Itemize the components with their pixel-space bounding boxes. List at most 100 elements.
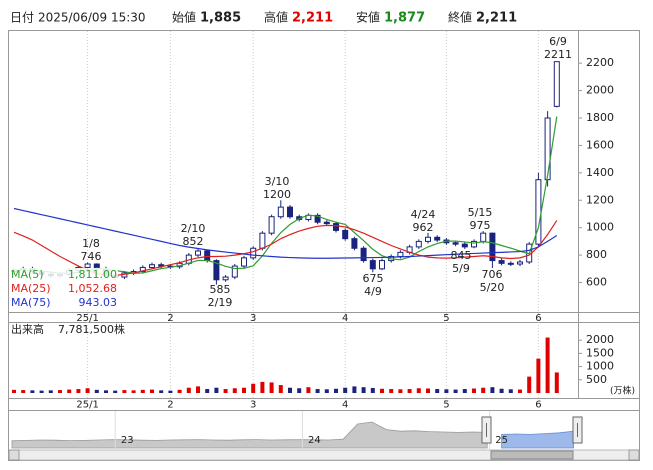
- annotation: 962: [413, 221, 434, 234]
- annotation: 4/9: [364, 285, 382, 298]
- candle-body: [287, 206, 293, 218]
- candle-body: [517, 261, 523, 265]
- volume-bar: [131, 390, 136, 393]
- volume-bar: [159, 390, 164, 393]
- annotation: 3/10: [265, 175, 290, 188]
- candle-body: [149, 264, 155, 268]
- y-tick-label: 600: [586, 276, 607, 289]
- candle-body: [535, 179, 542, 245]
- volume-bar: [196, 386, 200, 393]
- annotation: 5/20: [480, 281, 505, 294]
- candle-body: [489, 232, 496, 262]
- volume-bar: [462, 389, 467, 393]
- candle-body: [434, 236, 441, 241]
- volume-bar: [380, 388, 384, 393]
- annotation: 845: [451, 249, 472, 262]
- x-tick-label: 25/1: [76, 400, 98, 411]
- x-tick-label: 6: [535, 313, 541, 324]
- annotation: 675: [363, 272, 384, 285]
- legend-name: MA(5): [11, 268, 44, 281]
- high-value: 2,211: [292, 11, 333, 26]
- scroll-arrow[interactable]: [628, 449, 640, 461]
- y-tick-label: 1000: [586, 360, 614, 373]
- candle-body: [342, 229, 349, 240]
- y-tick-label: 2000: [586, 84, 614, 97]
- candle-body: [231, 265, 238, 278]
- legend-name: MA(75): [11, 296, 51, 309]
- volume-bar: [122, 390, 127, 393]
- candle-body: [139, 266, 146, 273]
- volume-bar: [104, 390, 108, 393]
- annotation: 5/15: [468, 206, 493, 219]
- volume-total: 7,781,500株: [58, 322, 125, 336]
- annotation: 2211: [544, 48, 572, 61]
- nav-label: 25: [495, 435, 508, 446]
- candle-body: [204, 250, 211, 262]
- candle-body: [425, 236, 431, 242]
- legend-value: 943.03: [79, 296, 118, 309]
- ma-line: [13, 207, 558, 259]
- candle-body: [379, 260, 385, 270]
- annotation: 975: [470, 219, 491, 232]
- volume-bar: [21, 390, 26, 393]
- volume-bar: [186, 387, 191, 393]
- y-tick-label: 500: [586, 373, 607, 386]
- low-value: 1,877: [384, 11, 425, 26]
- volume-bar: [324, 389, 329, 393]
- x-tick-label: 5: [443, 400, 449, 411]
- volume-bar: [260, 381, 265, 393]
- candle-body: [507, 262, 514, 265]
- volume-bar: [48, 390, 53, 393]
- nav-label: 23: [121, 435, 134, 446]
- volume-bar: [398, 389, 403, 393]
- legend-value: 1,811.00: [68, 268, 117, 281]
- y-axis-label: (万株): [610, 385, 635, 397]
- x-tick-label: 3: [250, 313, 256, 324]
- legend-value: 1,052.68: [68, 282, 117, 295]
- candle-body: [268, 216, 275, 234]
- volume-bar: [288, 387, 292, 393]
- volume-bar: [168, 390, 173, 393]
- volume-bar: [251, 383, 256, 393]
- volume-bar: [334, 388, 338, 393]
- y-tick-label: 2000: [586, 333, 614, 346]
- candle-body: [544, 117, 551, 181]
- volume-bar: [177, 389, 182, 393]
- annotation: 2/19: [208, 296, 233, 309]
- annotation: 706: [482, 268, 503, 281]
- candle-body: [323, 221, 330, 225]
- volume-bar: [481, 387, 486, 393]
- volume-bar: [416, 388, 421, 393]
- volume-bar: [508, 389, 513, 393]
- volume-bar: [39, 390, 44, 393]
- volume-bar: [223, 389, 228, 393]
- annotation: 6/9: [549, 35, 567, 48]
- volume-bar: [214, 387, 219, 393]
- volume-bar: [297, 388, 302, 393]
- scrollbar-thumb[interactable]: [490, 450, 574, 460]
- annotation: 585: [210, 283, 231, 296]
- volume-bar: [150, 389, 154, 393]
- volume-bar: [361, 387, 366, 393]
- volume-bar: [435, 389, 440, 393]
- candle-body: [360, 247, 367, 262]
- volume-bar: [490, 387, 495, 393]
- volume-bar: [242, 387, 246, 393]
- x-tick-label: 3: [250, 400, 256, 411]
- volume-bar: [527, 376, 532, 393]
- candle-body: [553, 61, 560, 107]
- date: 2025/06/09 15:30: [38, 11, 146, 25]
- volume-bar: [76, 389, 81, 393]
- scroll-arrow[interactable]: [8, 449, 20, 461]
- candle-body: [241, 257, 247, 267]
- volume-bar: [12, 389, 16, 393]
- legend-name: MA(25): [11, 282, 51, 295]
- candle-body: [369, 260, 376, 270]
- volume-bar: [315, 389, 320, 393]
- volume-bar: [499, 388, 504, 393]
- y-tick-label: 1400: [586, 166, 614, 179]
- volume-bar: [94, 389, 99, 393]
- volume-bar: [67, 389, 72, 393]
- y-tick-label: 800: [586, 248, 607, 261]
